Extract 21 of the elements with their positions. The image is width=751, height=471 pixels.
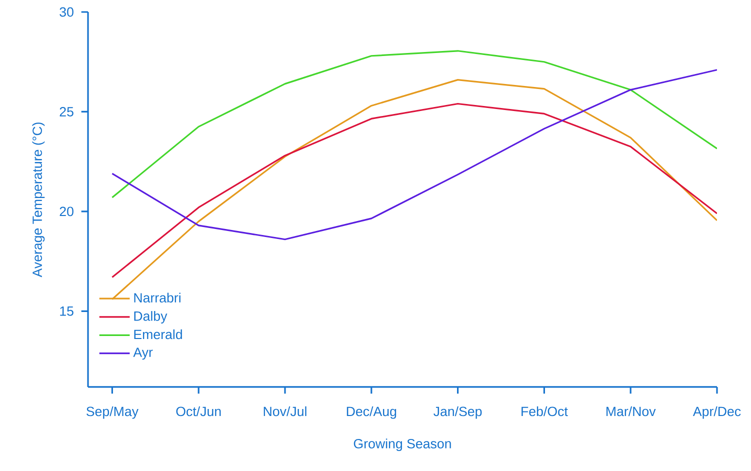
y-axis-title: Average Temperature (°C) xyxy=(32,122,45,278)
x-tick-label: Oct/Jun xyxy=(176,406,221,416)
x-tick-label: Feb/Oct xyxy=(522,406,568,416)
x-tick-label: Mar/Nov xyxy=(606,406,656,416)
y-tick-label: 20 xyxy=(60,206,74,216)
line-series xyxy=(111,69,717,240)
x-tick-label: Nov/Jul xyxy=(264,406,306,416)
x-axis-title: Growing Season xyxy=(354,438,451,452)
y-tick-label: 25 xyxy=(60,107,74,116)
legend-label: Dalby xyxy=(134,311,168,324)
y-tick-label: 15 xyxy=(60,306,74,316)
x-tick-label: Sep/May xyxy=(86,406,138,419)
legend-label: Narrabri xyxy=(134,292,180,303)
legend-label: Emerald xyxy=(134,329,182,340)
y-tick-label: 30 xyxy=(60,7,74,17)
x-tick-label: Jan/Sep xyxy=(434,406,482,419)
line-series xyxy=(111,102,717,278)
x-tick-label: Apr/Dec xyxy=(692,406,741,419)
x-tick-label: Dec/Aug xyxy=(346,406,396,419)
legend-label: Ayr xyxy=(133,348,153,360)
line-series xyxy=(111,50,717,198)
